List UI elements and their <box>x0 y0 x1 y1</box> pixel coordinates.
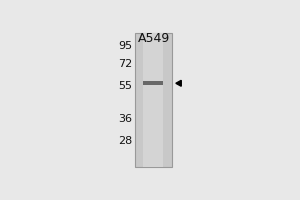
Bar <box>135 33 172 167</box>
Text: 28: 28 <box>118 136 132 146</box>
Text: 36: 36 <box>118 114 132 124</box>
Text: 95: 95 <box>118 41 132 51</box>
Bar <box>143 33 163 167</box>
Text: 55: 55 <box>118 81 132 91</box>
Bar <box>143 81 163 85</box>
Polygon shape <box>176 80 181 86</box>
Text: A549: A549 <box>138 32 170 45</box>
Text: 72: 72 <box>118 59 132 69</box>
